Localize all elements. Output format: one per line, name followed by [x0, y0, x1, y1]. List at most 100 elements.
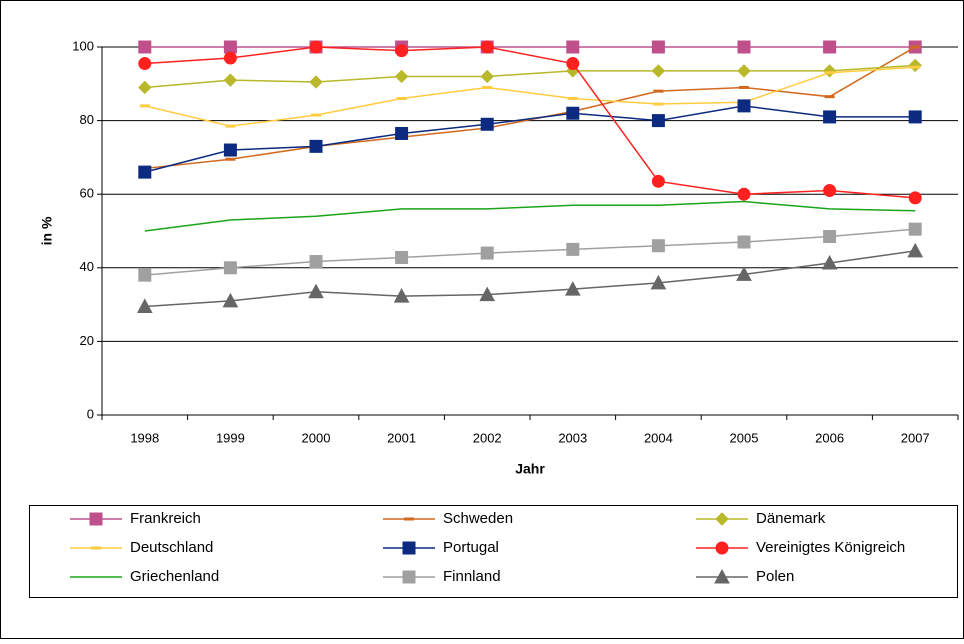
data-point	[566, 106, 580, 120]
data-point	[138, 165, 152, 179]
data-point	[480, 246, 494, 260]
data-point	[309, 40, 323, 54]
x-axis-title: Jahr	[515, 461, 545, 477]
legend-label: Polen	[756, 568, 794, 585]
data-point	[308, 283, 324, 299]
y-tick-label: 100	[72, 38, 94, 53]
series-line	[144, 46, 916, 170]
x-tick-label: 2004	[644, 430, 673, 445]
data-point	[396, 97, 407, 101]
data-point	[395, 250, 409, 264]
x-tick-label: 2003	[558, 430, 587, 445]
data-point	[136, 298, 153, 313]
x-tick-label: 2001	[387, 430, 416, 445]
data-point	[564, 281, 581, 296]
data-point	[394, 69, 409, 84]
legend-box	[29, 505, 958, 598]
x-tick-label: 2002	[473, 430, 502, 445]
data-point	[651, 64, 666, 78]
data-point	[138, 57, 152, 71]
legend-marker	[91, 546, 101, 550]
data-point	[653, 89, 664, 93]
data-point	[650, 274, 667, 290]
data-point	[566, 40, 580, 54]
data-point	[223, 73, 238, 87]
data-point	[393, 288, 410, 303]
data-point	[737, 99, 751, 113]
data-point	[739, 85, 749, 89]
data-point	[482, 85, 493, 89]
legend-label: Vereinigtes Königreich	[756, 539, 905, 556]
data-point	[480, 69, 494, 84]
x-tick-label: 2006	[815, 430, 844, 445]
y-tick-label: 40	[80, 259, 94, 274]
series-line	[144, 46, 916, 199]
data-point	[566, 57, 580, 71]
data-point	[309, 139, 323, 153]
data-point	[139, 104, 150, 108]
data-point	[737, 187, 751, 201]
series-line	[144, 200, 916, 232]
data-point	[138, 40, 152, 54]
data-point	[395, 126, 409, 140]
data-point	[908, 191, 922, 205]
data-point	[223, 261, 237, 275]
data-point	[311, 113, 321, 117]
y-tick-label: 80	[80, 112, 94, 127]
legend-marker	[402, 570, 416, 584]
data-point	[653, 102, 664, 106]
legend-marker	[715, 541, 729, 555]
y-tick-label: 0	[87, 406, 94, 421]
data-point	[567, 97, 578, 101]
legend-label: Schweden	[443, 510, 513, 527]
data-point	[223, 40, 237, 54]
data-point	[651, 174, 665, 188]
data-point	[225, 124, 236, 128]
data-point	[908, 222, 922, 236]
data-point	[651, 114, 665, 128]
data-point	[138, 80, 152, 95]
legend-marker	[714, 568, 730, 584]
x-tick-label: 1999	[216, 430, 245, 445]
legend-marker	[715, 512, 729, 526]
data-point	[910, 45, 921, 49]
data-point	[823, 110, 837, 124]
data-point	[823, 40, 837, 54]
x-tick-label: 2007	[901, 430, 930, 445]
data-point	[566, 242, 580, 256]
x-tick-label: 2005	[730, 430, 759, 445]
data-point	[910, 65, 921, 69]
legend-label: Dänemark	[756, 510, 826, 527]
series-line	[144, 66, 916, 127]
data-point	[908, 110, 922, 124]
legend-label: Finnland	[443, 568, 501, 585]
x-tick-label: 2000	[302, 430, 331, 445]
data-point	[824, 71, 835, 75]
data-point	[225, 157, 236, 161]
data-point	[309, 255, 323, 269]
series-line	[144, 64, 916, 89]
data-point	[737, 40, 751, 54]
data-point	[138, 268, 152, 282]
data-point	[823, 184, 837, 198]
y-axis-title: in %	[39, 216, 55, 245]
data-point	[480, 117, 494, 131]
series-line	[144, 250, 916, 308]
legend-label: Portugal	[443, 539, 499, 556]
data-point	[824, 95, 835, 99]
data-point	[395, 44, 409, 58]
data-point	[651, 239, 665, 253]
legend-label: Griechenland	[130, 568, 219, 585]
data-point	[737, 64, 751, 78]
data-point	[821, 254, 838, 270]
legend-marker	[402, 541, 416, 555]
legend-marker	[404, 517, 414, 521]
data-point	[907, 242, 924, 258]
data-point	[309, 75, 323, 89]
data-point	[479, 286, 496, 302]
data-point	[222, 292, 239, 308]
data-point	[737, 235, 751, 249]
x-tick-label: 1998	[130, 430, 159, 445]
